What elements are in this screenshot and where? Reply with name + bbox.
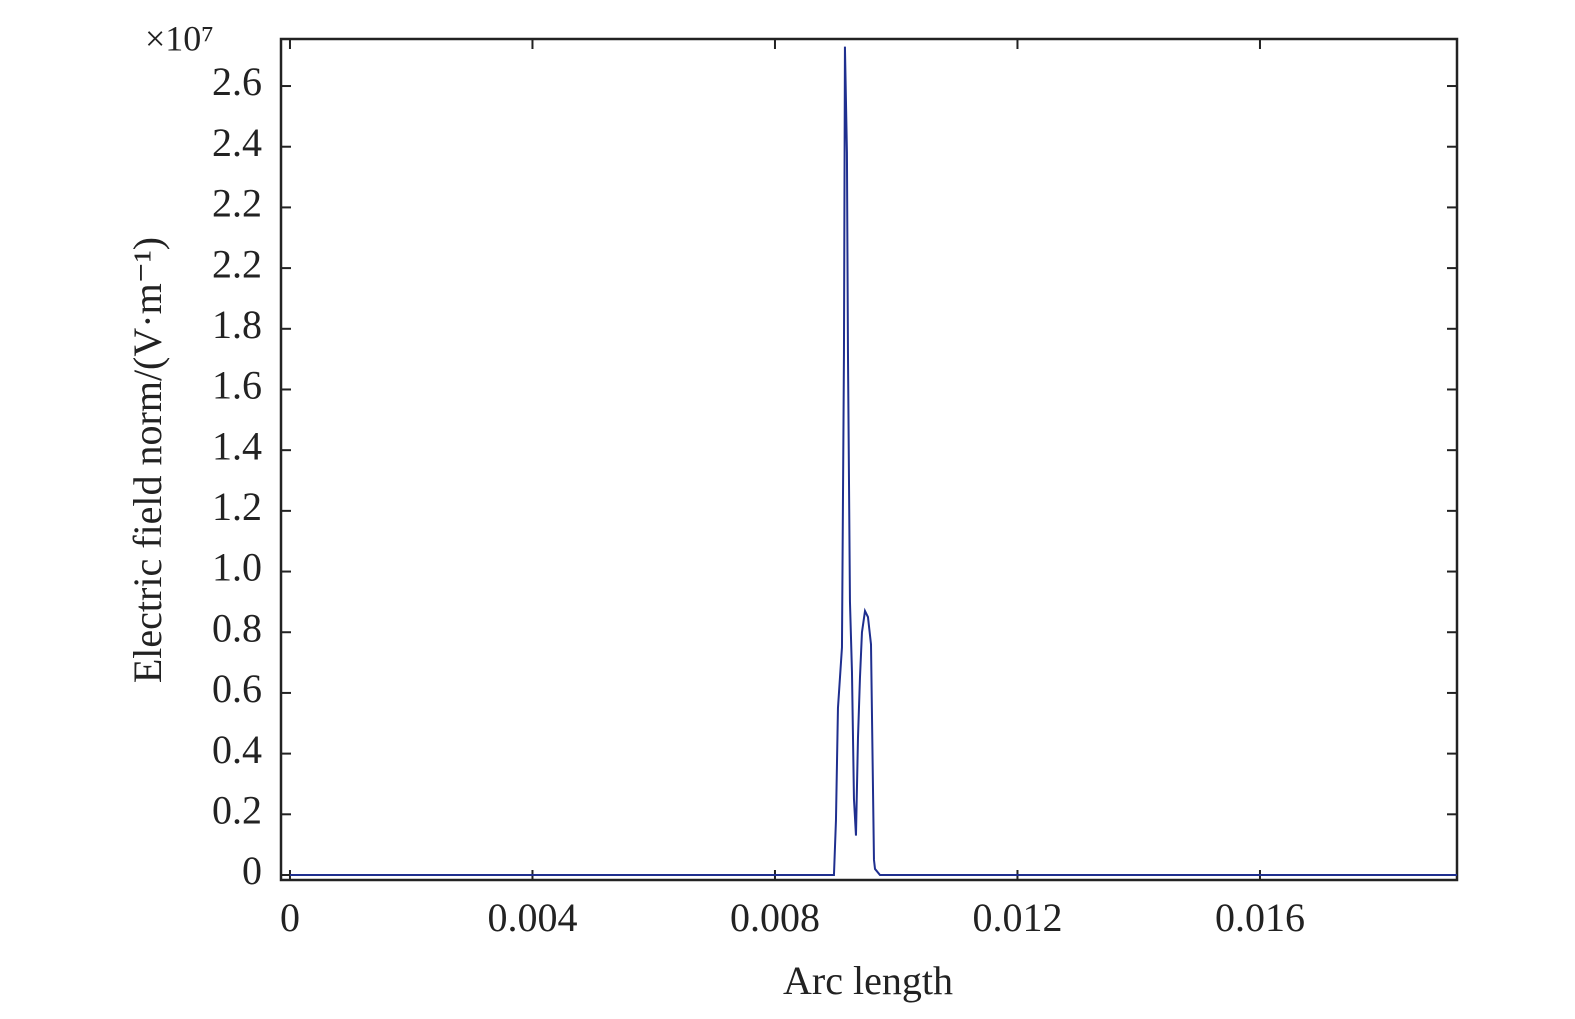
y-tick-label: 1.2 (212, 484, 262, 529)
y-tick-label: 1.0 (212, 545, 262, 590)
y-tick-label: 1.8 (212, 302, 262, 347)
x-axis-label: Arc length (783, 958, 953, 1003)
y-multiplier: ×10⁷ (145, 18, 214, 58)
y-tick-label: 2.6 (212, 59, 262, 104)
y-tick-label: 0.2 (212, 787, 262, 832)
x-tick-label: 0.016 (1215, 895, 1305, 940)
y-tick-label: 0.4 (212, 727, 262, 772)
x-tick-label: 0 (280, 895, 300, 940)
data-line (289, 46, 1457, 876)
y-tick-label: 0 (242, 848, 262, 893)
y-tick-label: 0.6 (212, 666, 262, 711)
y-tick-label: 2.2 (212, 241, 262, 286)
y-tick-label: 0.8 (212, 605, 262, 650)
y-tick-label: 1.4 (212, 423, 262, 468)
y-tick-label: 2.4 (212, 120, 262, 165)
x-tick-label: 0.008 (730, 895, 820, 940)
y-axis-label: Electric field norm/(V·m⁻¹) (125, 237, 170, 683)
y-tick-label: 2.2 (212, 181, 262, 226)
x-tick-label: 0.012 (972, 895, 1062, 940)
x-tick-label: 0.004 (487, 895, 577, 940)
y-tick-label: 1.6 (212, 363, 262, 408)
plot-frame (279, 37, 1459, 882)
